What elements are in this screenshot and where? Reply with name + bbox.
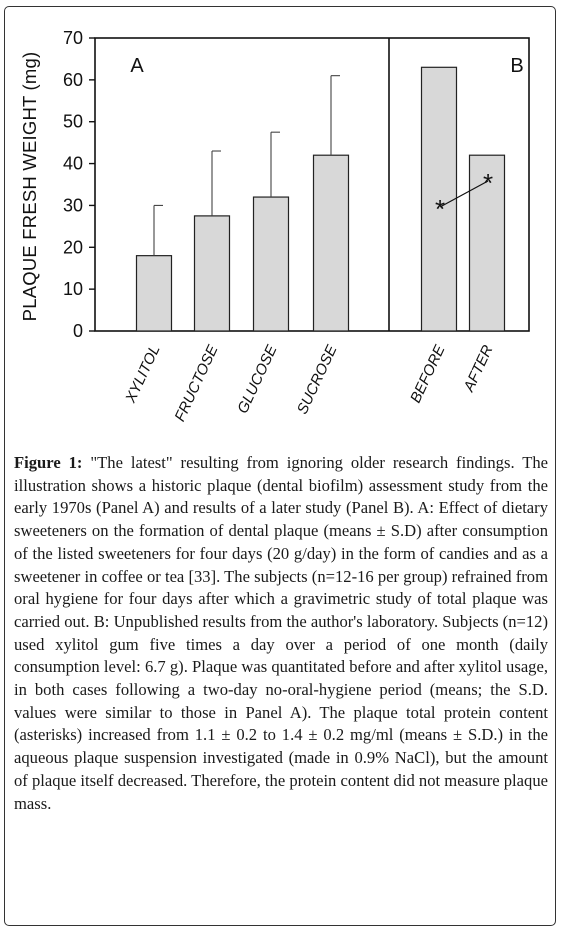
- chart-axes: [89, 37, 530, 332]
- category-label: GLUCOSE: [234, 342, 281, 417]
- bar: [252, 196, 290, 332]
- bar: [468, 154, 506, 332]
- protein-asterisk: *: [483, 168, 493, 198]
- y-tick-label: 70: [63, 28, 83, 48]
- panel-label: A: [130, 55, 144, 77]
- y-tick-label: 40: [63, 154, 83, 174]
- panel-label: B: [510, 55, 523, 77]
- category-label: AFTER: [460, 342, 497, 395]
- category-label: SUCROSE: [294, 342, 341, 417]
- y-tick-label: 50: [63, 112, 83, 132]
- plot-border: [94, 37, 530, 332]
- y-tick-label: 30: [63, 195, 83, 215]
- y-tick-label: 0: [73, 321, 83, 341]
- caption-label: Figure 1:: [14, 453, 83, 472]
- protein-asterisk: *: [435, 194, 445, 224]
- y-tick-label: 20: [63, 237, 83, 257]
- figure-frame: [4, 6, 556, 926]
- y-tick-label: 10: [63, 279, 83, 299]
- category-label: FRUCTOSE: [171, 342, 222, 425]
- bar: [420, 66, 458, 332]
- y-axis-label: PLAQUE FRESH WEIGHT (mg): [19, 52, 40, 322]
- protein-connector: [439, 180, 489, 208]
- y-tick-label: 60: [63, 70, 83, 90]
- category-label: XYLITOL: [122, 343, 164, 407]
- bar: [193, 215, 231, 332]
- caption-text: "The latest" resulting from ignoring old…: [14, 453, 548, 813]
- category-label: BEFORE: [407, 342, 449, 406]
- figure-caption: Figure 1: "The latest" resulting from ig…: [14, 452, 548, 815]
- bar: [135, 255, 173, 332]
- bar: [312, 154, 350, 332]
- chart-marks: **: [135, 66, 506, 332]
